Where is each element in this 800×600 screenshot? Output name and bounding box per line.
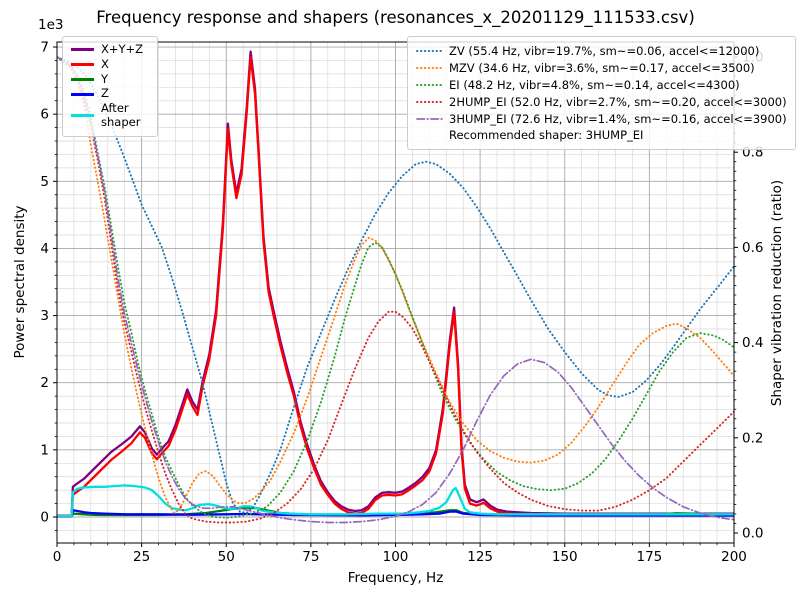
y-left-tick-label: 3 [40,308,49,324]
legend-item-zv: ZV (55.4 Hz, vibr=19.7%, sm~=0.06, accel… [416,42,787,59]
series-ZV [57,56,734,514]
series-X [57,55,734,517]
legend-item-x: X [71,56,149,72]
series-After-shaper [57,484,734,518]
legend-psd: X+Y+Z X Y Z After shaper [62,36,158,137]
y-left-tick-label: 4 [40,241,49,257]
y-left-tick-label: 2 [40,375,49,391]
legend-swatch-line [416,49,443,52]
legend-swatch-line [416,117,443,120]
x-tick-label: 200 [721,549,747,565]
y-left-tick-label: 6 [40,107,49,123]
x-axis-label: Frequency, Hz [347,570,444,586]
legend-label: 2HUMP_EI (52.0 Hz, vibr=2.7%, sm~=0.20, … [449,94,787,109]
y-left-tick-label: 0 [40,510,49,526]
y-left-tick-label: 7 [40,40,49,56]
legend-item-2hump-ei: 2HUMP_EI (52.0 Hz, vibr=2.7%, sm~=0.20, … [416,93,787,110]
legend-swatch-line [71,63,94,67]
legend-label: EI (48.2 Hz, vibr=4.8%, sm~=0.14, accel<… [449,77,740,92]
series-EI [57,56,734,519]
x-tick-label: 25 [133,549,150,565]
x-tick-label: 0 [53,549,62,565]
x-tick-label: 175 [636,549,662,565]
legend-swatch-line [71,92,94,96]
recommended-shaper-text: Recommended shaper: 3HUMP_EI [449,128,644,142]
legend-label: X [101,56,109,71]
legend-swatch-line [71,114,94,118]
legend-item-x-y-z: X+Y+Z [71,42,149,57]
x-tick-label: 100 [383,549,409,565]
series-2HUMP-EI [57,56,734,524]
y-left-tick-label: 1 [40,442,49,458]
series-Z [57,509,734,518]
legend-shapers: ZV (55.4 Hz, vibr=19.7%, sm~=0.06, accel… [407,36,796,150]
legend-swatch-line [416,66,443,69]
legend-swatch-line [416,83,443,86]
legend-item-mzv: MZV (34.6 Hz, vibr=3.6%, sm~=0.17, accel… [416,59,787,76]
x-tick-label: 125 [467,549,493,565]
legend-item-z: Z [71,87,149,101]
legend-item-ei: EI (48.2 Hz, vibr=4.8%, sm~=0.14, accel<… [416,76,787,93]
legend-item-3hump-ei: 3HUMP_EI (72.6 Hz, vibr=1.4%, sm~=0.16, … [416,110,787,127]
legend-item-y: Y [71,71,149,87]
y-left-tick-label: 5 [40,174,49,190]
series-MZV [57,56,734,514]
legend-label: After shaper [101,101,141,129]
legend-label: Z [101,86,109,101]
series [57,50,734,524]
y-right-axis-label: Shaper vibration reduction (ratio) [769,179,785,407]
legend-swatch-line [71,77,94,81]
series-3HUMP-EI [57,56,734,524]
x-tick-label: 150 [552,549,578,565]
legend-label: X+Y+Z [101,42,144,56]
y-right-tick-label: 0.6 [742,240,763,256]
legend-swatch-line [71,48,94,52]
legend-label: Y [101,71,109,86]
y-right-tick-label: 0.0 [742,526,763,542]
y-right-tick-label: 0.4 [742,335,763,351]
legend-label: MZV (34.6 Hz, vibr=3.6%, sm~=0.17, accel… [449,60,755,75]
chart-title: Frequency response and shapers (resonanc… [96,8,695,27]
legend-item-after-shaper: After shaper [71,101,149,130]
legend-label: ZV (55.4 Hz, vibr=19.7%, sm~=0.06, accel… [449,43,760,58]
y-left-axis-label: Power spectral density [12,205,28,359]
x-tick-label: 50 [218,549,235,565]
y-right-tick-label: 0.2 [742,430,763,446]
legend-swatch-line [416,100,443,103]
legend-label: 3HUMP_EI (72.6 Hz, vibr=1.4%, sm~=0.16, … [449,111,787,126]
y-axis-offset-label: 1e3 [38,17,64,33]
x-tick-label: 75 [302,549,319,565]
